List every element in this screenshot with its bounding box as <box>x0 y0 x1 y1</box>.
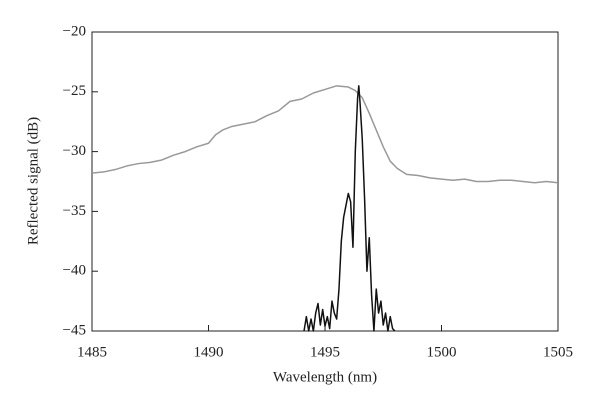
x-tick-label: 1485 <box>77 344 107 360</box>
data-line <box>303 85 396 332</box>
x-tick-label: 1495 <box>310 344 340 360</box>
y-tick-label: −25 <box>63 83 86 99</box>
y-tick-label: −45 <box>63 322 86 338</box>
y-tick-label: −30 <box>63 143 86 159</box>
data-line <box>91 85 559 184</box>
y-axis-label: Reflected signal (dB) <box>25 117 41 245</box>
x-tick-label: 1500 <box>427 344 457 360</box>
y-tick-label: −35 <box>63 203 86 219</box>
x-tick-label: 1490 <box>194 344 224 360</box>
x-axis-label: Wavelength (nm) <box>273 369 377 385</box>
y-tick-label: −20 <box>63 23 86 39</box>
x-tick-label: 1505 <box>543 344 573 360</box>
y-tick-label: −40 <box>63 263 86 279</box>
